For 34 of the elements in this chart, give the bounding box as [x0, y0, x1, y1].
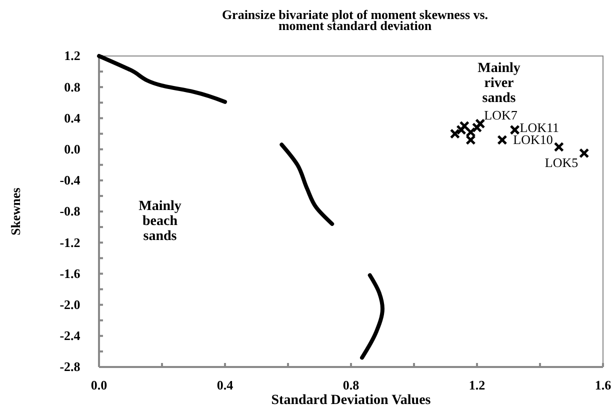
- line-series: [360, 273, 384, 360]
- y-tick-label: -2.0: [60, 296, 80, 312]
- point: [510, 124, 520, 135]
- point: [472, 122, 482, 133]
- point: [475, 118, 486, 129]
- x-tick-label: 0.8: [342, 378, 360, 393]
- point: [554, 142, 564, 152]
- y-tick-label: -1.2: [60, 234, 80, 250]
- x-axis-title: Standard Deviation Values: [271, 393, 432, 408]
- annotation: LOK5: [544, 155, 578, 170]
- point: [459, 120, 470, 132]
- annotation: Mainly river sands: [478, 61, 520, 106]
- point: [466, 134, 476, 146]
- x-tick-label: 1.6: [594, 378, 611, 393]
- point: [497, 134, 508, 146]
- y-tick-label: 0.4: [64, 110, 81, 126]
- line-series: [280, 142, 334, 226]
- x-tick-label: 0.4: [216, 378, 234, 393]
- y-tick-label: 0.0: [64, 141, 80, 156]
- x-tick-label: 1.2: [468, 378, 486, 393]
- y-tick-label: 0.8: [64, 79, 81, 94]
- annotation: LOK7: [484, 108, 518, 123]
- x-tick-label: 0.0: [90, 378, 108, 393]
- annotation: Mainly beach sands: [138, 199, 182, 244]
- y-tick-label: -0.8: [60, 204, 81, 219]
- y-tick-label: -0.4: [60, 172, 81, 188]
- y-tick-label: -2.4: [60, 328, 81, 344]
- y-tick-label: 1.2: [64, 48, 80, 64]
- point: [579, 148, 590, 158]
- y-axis-title: Skewnes: [8, 188, 23, 236]
- line-series: [97, 54, 227, 104]
- y-tick-label: -1.6: [60, 266, 81, 281]
- chart-title: Grainsize bivariate plot of moment skewness vs. moment standard deviation: [222, 7, 488, 33]
- y-tick-label: -2.8: [60, 359, 81, 374]
